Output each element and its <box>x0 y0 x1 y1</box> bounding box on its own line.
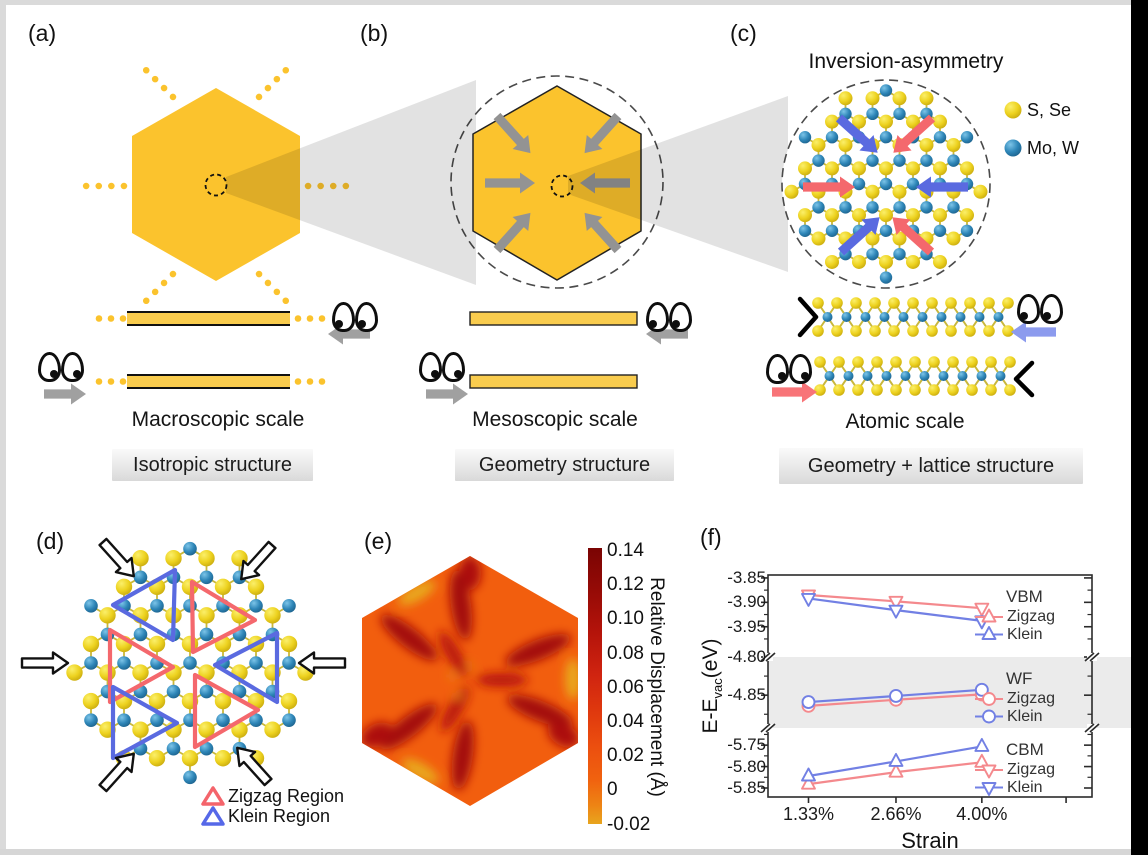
y-tick-label: -5.85 <box>727 778 766 797</box>
geometry-structure-box: Geometry structure <box>455 449 674 481</box>
y-tick-label: -4.85 <box>727 685 766 705</box>
colorbar-tick-label: 0.10 <box>607 608 644 630</box>
atomic-scale-label: Atomic scale <box>845 410 965 433</box>
right-black-bar <box>1131 0 1148 855</box>
colorbar <box>588 548 602 824</box>
legend-title-cbm: CBM <box>1006 740 1044 759</box>
colorbar-tick-label: 0.06 <box>607 676 644 698</box>
s-se-legend-label: S, Se <box>1027 100 1072 120</box>
legend-entry-klein: Klein <box>1007 707 1043 725</box>
colorbar-tick-label: 0.14 <box>607 540 644 561</box>
eyes-icon <box>332 302 378 332</box>
center-dashed-circle-a <box>204 173 228 197</box>
y-tick-label: -5.75 <box>727 735 766 755</box>
panel-d-label: (d) <box>36 528 65 554</box>
zigzag-triangle-icon <box>201 786 225 806</box>
y-tick-label: -3.95 <box>727 616 766 636</box>
flake-side-bars <box>95 311 638 389</box>
y-tick-label: -4.80 <box>727 647 766 666</box>
open-compression-arrows <box>20 537 347 793</box>
eyes-icon <box>1017 294 1063 324</box>
band-energy-chart <box>760 574 1131 803</box>
eyes-icon <box>38 352 84 382</box>
eyes-icon <box>766 354 812 384</box>
edge-region-triangles <box>107 567 280 761</box>
chevron-right-icon <box>797 296 819 338</box>
mesoscopic-scale-label: Mesoscopic scale <box>472 408 638 431</box>
bottom-edge-strip <box>0 849 1148 855</box>
eyes-icon <box>419 352 465 382</box>
macroscopic-hexagon <box>132 88 300 281</box>
colorbar-tick-label: 0.04 <box>607 711 644 732</box>
inversion-asymmetry-title: Inversion-asymmetry <box>808 50 1004 73</box>
x-tick-label: 1.33% <box>782 804 835 824</box>
isotropic-structure-box: Isotropic structure <box>112 449 313 481</box>
geometry-lattice-structure-box: Geometry + lattice structure <box>779 448 1083 484</box>
s-se-atom-icon <box>1004 101 1022 119</box>
zigzag-region-label: Zigzag Region <box>228 786 345 806</box>
y-tick-label: -3.90 <box>727 592 766 612</box>
legend-entry-klein: Klein <box>1007 625 1043 643</box>
lattice-direction-arrows <box>803 114 968 256</box>
colorbar-tick-label: 0.08 <box>607 642 644 664</box>
legend-entry-zigzag: Zigzag <box>1007 690 1056 707</box>
eyes-icon <box>646 302 692 332</box>
legend-entry-klein: Klein <box>1007 778 1043 796</box>
legend-title-wf: WF <box>1006 669 1033 688</box>
chevron-left-icon <box>1013 360 1035 398</box>
colorbar-tick-label: 0 <box>607 779 618 801</box>
legend-title-vbm: VBM <box>1006 587 1043 606</box>
legend-entry-zigzag: Zigzag <box>1007 761 1056 778</box>
y-tick-label: -5.80 <box>727 756 766 776</box>
y-tick-label: -3.85 <box>727 567 766 587</box>
viewing-arrows <box>44 321 1056 405</box>
zoom-beam-b-to-c <box>568 96 788 272</box>
panel-e-label: (e) <box>364 528 393 554</box>
top-edge-strip <box>0 0 1148 5</box>
legend-entry-zigzag: Zigzag <box>1007 608 1056 625</box>
klein-triangle-icon <box>201 806 225 826</box>
displacement-heatmap <box>362 556 578 806</box>
x-axis-label: Strain <box>901 828 959 853</box>
x-tick-label: 4.00% <box>956 804 1008 824</box>
center-dashed-circle-b <box>550 174 574 198</box>
colorbar-axis-label: Relative Displacement (Å) <box>646 577 667 797</box>
macroscopic-scale-label: Macroscopic scale <box>131 408 305 431</box>
colorbar-tick-label: -0.02 <box>607 813 651 835</box>
atomic-chains-side-view <box>812 297 1016 396</box>
macroscopic-hexagon-group <box>82 65 350 306</box>
colorbar-tick-label: 0.12 <box>607 574 644 596</box>
left-edge-strip <box>0 0 6 855</box>
x-tick-label: 2.66% <box>870 804 922 824</box>
panel-b-label: (b) <box>360 20 389 46</box>
klein-region-label: Klein Region <box>228 806 331 826</box>
panel-c-label: (c) <box>730 20 757 46</box>
mo-w-legend-label: Mo, W <box>1027 138 1079 158</box>
zoom-beam-a-to-b <box>226 80 476 285</box>
compression-arrows <box>485 112 630 254</box>
colorbar-tick-label: 0.02 <box>607 745 644 767</box>
panel-a-label: (a) <box>28 20 57 46</box>
panel-f-label: (f) <box>700 524 722 550</box>
mo-w-atom-icon <box>1004 139 1022 157</box>
